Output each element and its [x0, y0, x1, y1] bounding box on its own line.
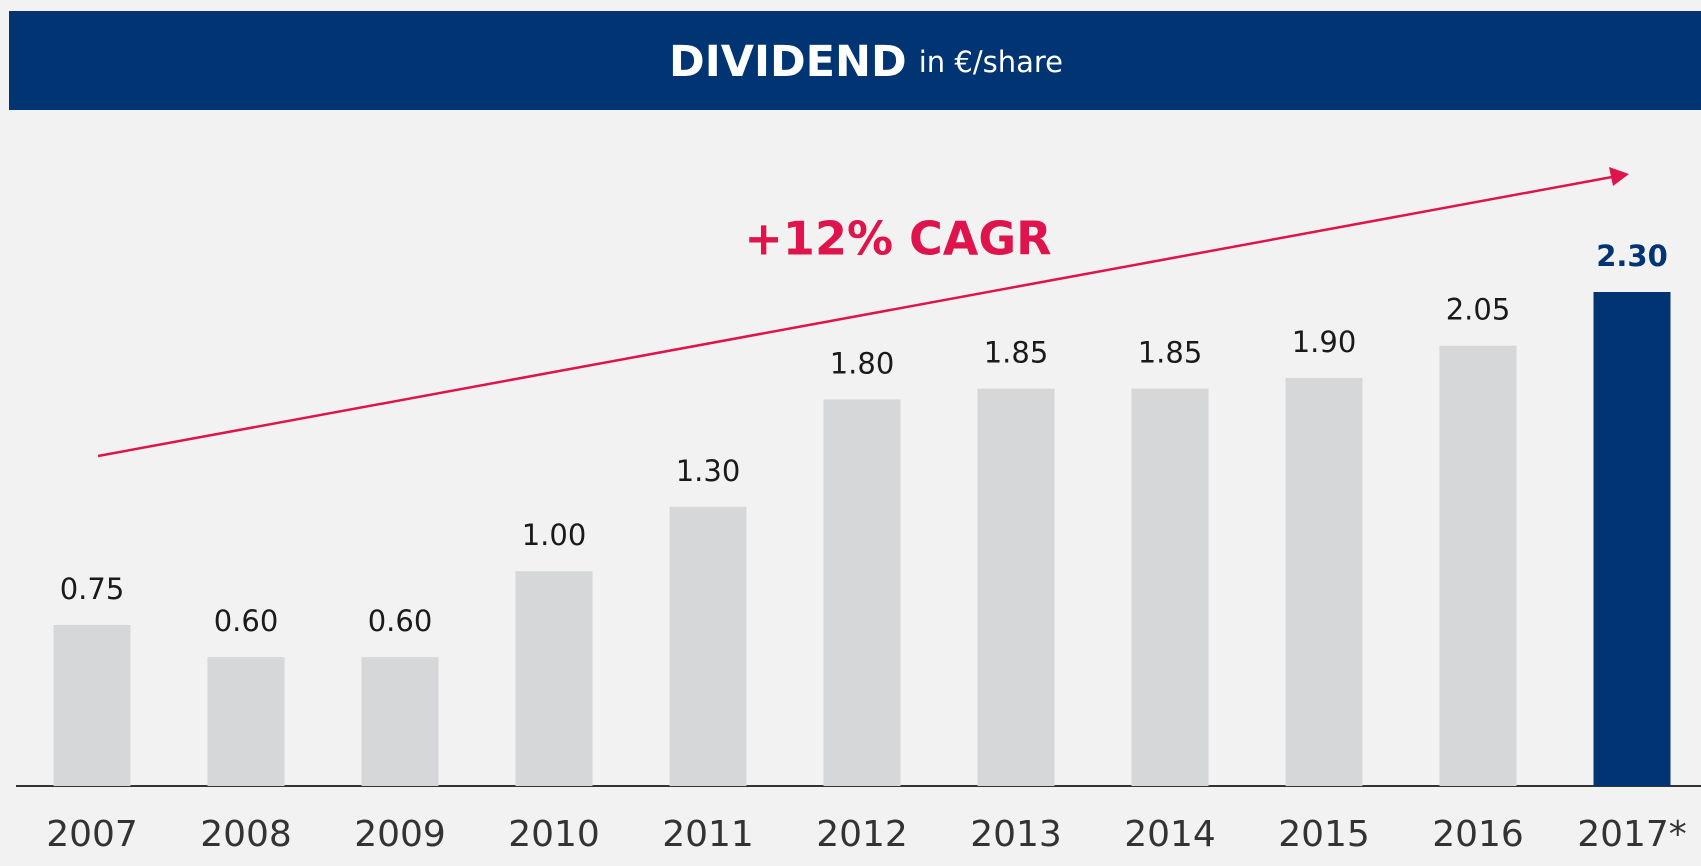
bar: [515, 571, 593, 786]
value-label: 2.30: [1596, 239, 1668, 273]
bar: [361, 657, 439, 786]
value-label: 1.85: [1138, 336, 1203, 370]
value-label: 1.30: [676, 454, 741, 488]
header: DIVIDEND in €/share: [669, 37, 1063, 87]
annotation: +12% CAGR: [744, 212, 1051, 266]
header-band: [9, 11, 1701, 110]
chart-subtitle: in €/share: [919, 45, 1063, 79]
x-tick-label: 2013: [970, 814, 1062, 855]
bar: [823, 399, 901, 786]
bar: [669, 506, 747, 786]
arrow-head: [1609, 167, 1629, 186]
x-tick-label: 2015: [1278, 814, 1370, 855]
value-label: 0.60: [214, 604, 279, 638]
x-tick-label: 2014: [1124, 814, 1216, 855]
bar: [53, 624, 131, 786]
value-label: 0.75: [60, 572, 125, 606]
x-tick-label: 2009: [354, 814, 446, 855]
chart-title: DIVIDEND: [669, 37, 907, 87]
value-label: 1.90: [1292, 325, 1357, 359]
bar: [1285, 377, 1363, 786]
x-tick-label: 2011: [662, 814, 754, 855]
bar: [1593, 292, 1671, 786]
x-tick-label: 2008: [200, 814, 292, 855]
bar: [1439, 345, 1517, 786]
x-tick-label: 2012: [816, 814, 908, 855]
bar: [977, 388, 1055, 786]
x-tick-label: 2010: [508, 814, 600, 855]
bar: [207, 657, 285, 786]
bar: [1131, 388, 1209, 786]
x-tick-label: 2007: [46, 814, 138, 855]
x-tick-label: 2017*: [1577, 814, 1687, 855]
trend-arrow: [97, 175, 1613, 458]
x-tick-label: 2016: [1432, 814, 1524, 855]
value-label: 1.00: [522, 518, 587, 552]
value-label: 2.05: [1446, 293, 1511, 327]
value-label: 1.80: [830, 346, 895, 380]
value-label: 0.60: [368, 604, 433, 638]
value-label: 1.85: [984, 336, 1049, 370]
